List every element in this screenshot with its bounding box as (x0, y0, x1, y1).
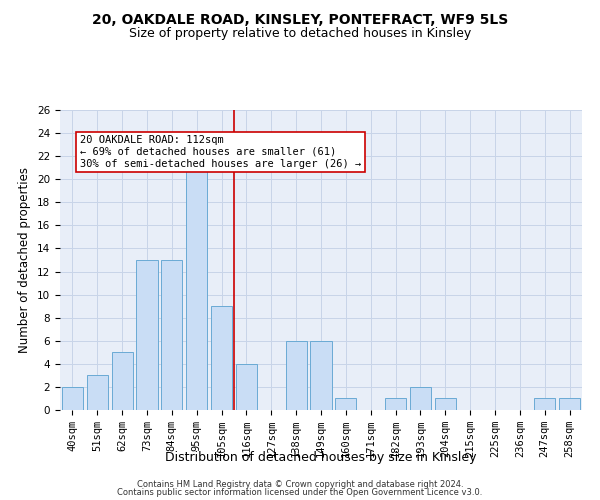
Bar (62, 387, 83, 410)
Bar (87, 376, 108, 410)
Bar (559, 398, 580, 410)
Bar (161, 260, 182, 410)
Bar (236, 364, 257, 410)
Bar (385, 398, 406, 410)
Bar (211, 306, 232, 410)
Text: 20, OAKDALE ROAD, KINSLEY, PONTEFRACT, WF9 5LS: 20, OAKDALE ROAD, KINSLEY, PONTEFRACT, W… (92, 12, 508, 26)
Bar (435, 398, 456, 410)
Bar (136, 260, 158, 410)
Text: Distribution of detached houses by size in Kinsley: Distribution of detached houses by size … (165, 451, 477, 464)
Text: Contains HM Land Registry data © Crown copyright and database right 2024.: Contains HM Land Registry data © Crown c… (137, 480, 463, 489)
Bar (112, 352, 133, 410)
Bar (310, 341, 332, 410)
Text: 20 OAKDALE ROAD: 112sqm
← 69% of detached houses are smaller (61)
30% of semi-de: 20 OAKDALE ROAD: 112sqm ← 69% of detache… (80, 136, 361, 168)
Text: Contains public sector information licensed under the Open Government Licence v3: Contains public sector information licen… (118, 488, 482, 497)
Y-axis label: Number of detached properties: Number of detached properties (19, 167, 31, 353)
Bar (286, 341, 307, 410)
Bar (410, 387, 431, 410)
Bar (335, 398, 356, 410)
Bar (534, 398, 555, 410)
Bar (186, 156, 207, 410)
Text: Size of property relative to detached houses in Kinsley: Size of property relative to detached ho… (129, 28, 471, 40)
